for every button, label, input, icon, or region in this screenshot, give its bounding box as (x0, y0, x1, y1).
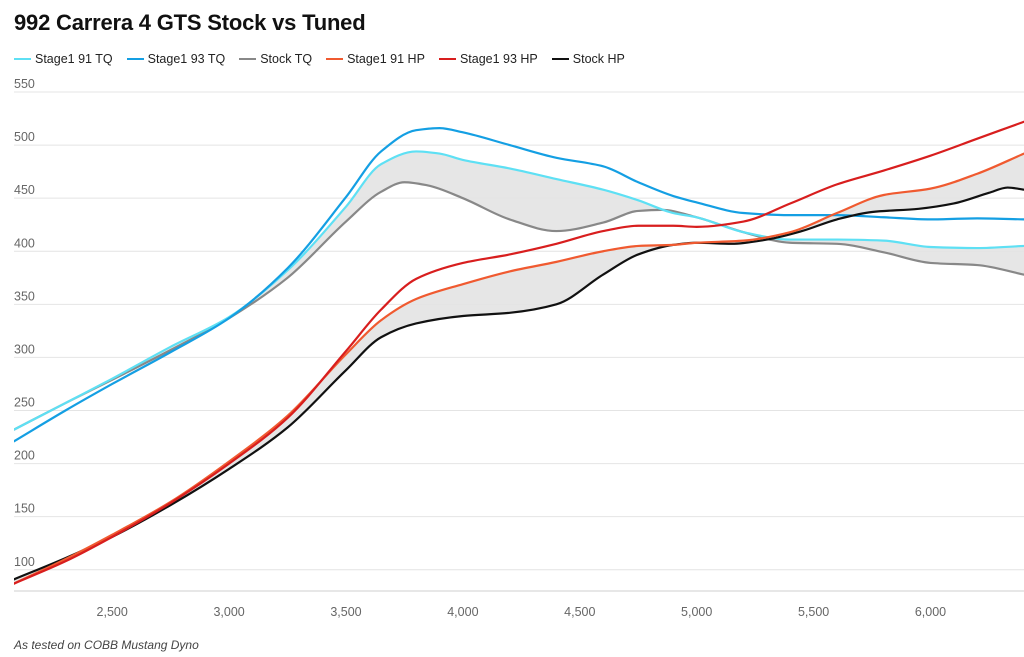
y-tick-label: 500 (14, 130, 35, 144)
legend-item-stage1-91-hp: Stage1 91 HP (326, 52, 425, 66)
chart-title: 992 Carrera 4 GTS Stock vs Tuned (14, 10, 366, 35)
legend-swatch (126, 58, 144, 60)
y-tick-label: 550 (14, 77, 35, 91)
legend-label: Stage1 91 HP (347, 52, 425, 66)
x-tick-label: 5,500 (798, 605, 829, 619)
y-tick-label: 150 (14, 502, 35, 516)
legend-item-stock-tq: Stock TQ (239, 52, 312, 66)
legend-swatch (551, 58, 569, 60)
legend-swatch (438, 58, 456, 60)
legend-swatch (239, 58, 257, 60)
chart-footnote: As tested on COBB Mustang Dyno (14, 638, 199, 652)
y-tick-label: 100 (14, 555, 35, 569)
y-tick-label: 350 (14, 289, 35, 303)
y-tick-label: 250 (14, 396, 35, 410)
shaded-band-0 (14, 151, 1024, 430)
legend-item-stock-hp: Stock HP (551, 52, 625, 66)
x-tick-label: 4,000 (447, 605, 478, 619)
x-tick-label: 2,500 (97, 605, 128, 619)
legend-label: Stock HP (572, 52, 625, 66)
series-line-stage1-93-tq (14, 127, 1024, 443)
legend-label: Stage1 93 TQ (147, 52, 226, 66)
legend-label: Stage1 91 TQ (35, 52, 113, 66)
legend-label: Stock TQ (260, 52, 313, 66)
x-tick-label: 3,500 (330, 605, 361, 619)
y-tick-label: 400 (14, 236, 35, 250)
series-line-stage1-91-tq (14, 150, 1024, 431)
y-tick-label: 450 (14, 183, 35, 197)
series-line-stage1-93-hp (14, 120, 1024, 585)
shaded-band-1 (14, 153, 1024, 584)
legend-item-stage1-93-hp: Stage1 93 HP (438, 52, 538, 66)
series-line-stock-hp (14, 186, 1024, 581)
x-tick-label: 4,500 (564, 605, 595, 619)
legend-swatch (326, 58, 344, 60)
x-tick-label: 6,000 (915, 605, 946, 619)
legend-item-stage1-91-tq: Stage1 91 TQ (14, 52, 113, 66)
legend-swatch (14, 58, 31, 60)
y-tick-label: 200 (14, 449, 35, 463)
x-tick-label: 5,000 (681, 605, 712, 619)
legend: Stage1 91 TQ Stage1 93 TQ Stock TQ Stage1 9… (14, 52, 639, 66)
series-line-stage1-91-hp (14, 152, 1024, 585)
y-tick-label: 300 (14, 342, 35, 356)
legend-item-stage1-93-tq: Stage1 93 TQ (126, 52, 226, 66)
x-tick-label: 3,000 (213, 605, 244, 619)
legend-label: Stage1 93 HP (459, 52, 538, 66)
